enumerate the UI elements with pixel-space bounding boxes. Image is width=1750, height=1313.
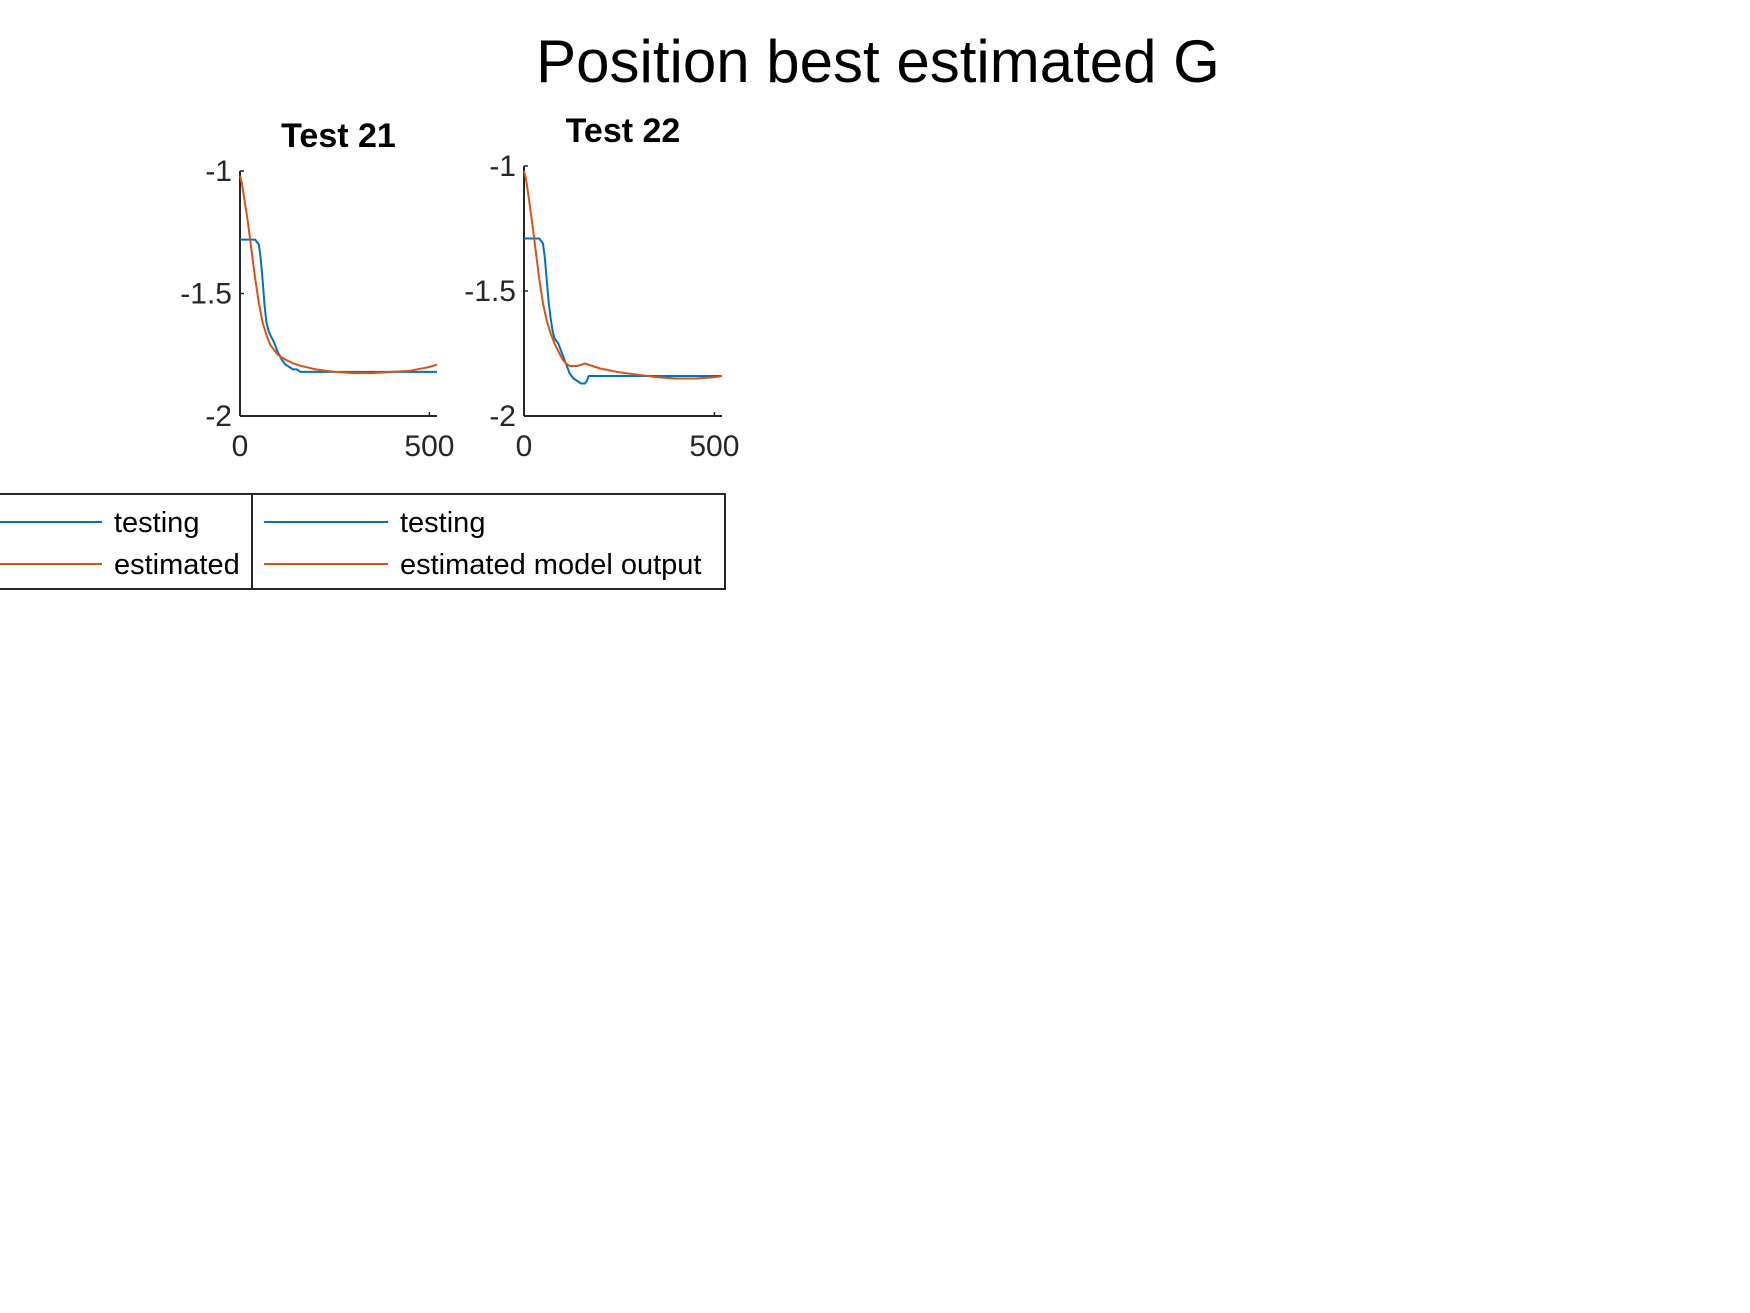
legend-box-1: testing estimated bbox=[0, 493, 253, 590]
series-line-testing bbox=[240, 238, 437, 373]
legend-box-2: testing estimated model output bbox=[251, 493, 726, 590]
figure-title: Position best estimated G bbox=[536, 28, 1220, 95]
x-tick-label: 0 bbox=[232, 430, 249, 463]
y-tick-label: -1 bbox=[205, 155, 232, 188]
y-tick-label: -2 bbox=[489, 400, 516, 433]
legend-frame bbox=[251, 493, 726, 590]
series-line-testing bbox=[524, 237, 722, 385]
y-tick-label: -1.5 bbox=[464, 275, 516, 308]
subplot-1: Test 21 -2 -1.5 -1 0 500 bbox=[180, 117, 454, 463]
subplot-2: Test 22 -2 -1.5 -1 0 500 bbox=[464, 112, 739, 463]
legend-label: testing bbox=[400, 507, 485, 539]
x-tick-label: 500 bbox=[404, 430, 454, 463]
series-line-estimated bbox=[239, 175, 438, 375]
x-tick-label: 0 bbox=[516, 430, 533, 463]
legend-frame bbox=[0, 493, 253, 590]
legend-label: estimated model output bbox=[400, 549, 701, 581]
y-tick-label: -1 bbox=[489, 150, 516, 183]
legend-label: estimated bbox=[114, 549, 240, 581]
subplots: Test 21 -2 -1.5 -1 0 500 Test 22 -2 -1.5 -1 0 500 bbox=[180, 112, 739, 463]
legend-label: testing bbox=[114, 507, 199, 539]
subplot-title: Test 21 bbox=[281, 117, 396, 155]
legend: testing estimated testing estimated model o… bbox=[0, 493, 726, 590]
series-line-estimated bbox=[523, 170, 723, 380]
y-tick-label: -1.5 bbox=[180, 278, 232, 311]
subplot-title: Test 22 bbox=[566, 112, 681, 150]
y-tick-label: -2 bbox=[205, 400, 232, 433]
x-tick-label: 500 bbox=[689, 430, 739, 463]
